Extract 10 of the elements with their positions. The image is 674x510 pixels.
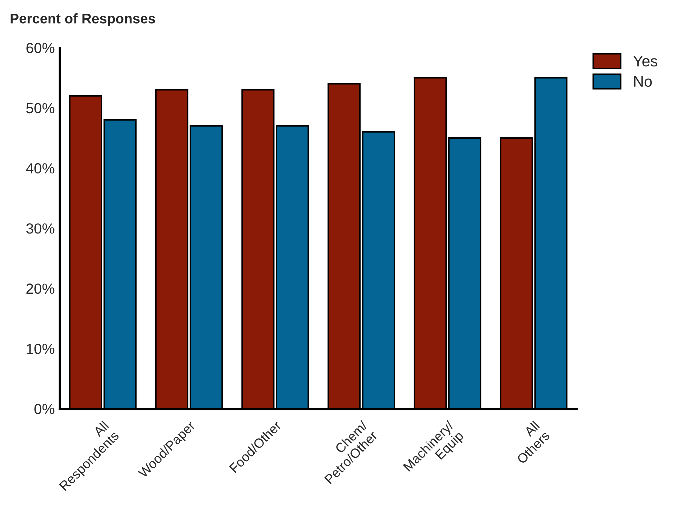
y-tick-label: 20% (26, 284, 55, 294)
y-tick-label: 0% (34, 404, 55, 414)
y-tick-label: 40% (26, 163, 55, 174)
y-tick-label: 10% (27, 344, 55, 354)
legend-label: No (634, 76, 652, 88)
y-axis-title: Percent of Responses (10, 14, 156, 26)
y-tick-label: 30% (26, 224, 55, 234)
y-tick-label: 50% (26, 103, 55, 114)
y-tick-label: 60% (26, 43, 55, 54)
legend-label: Yes (634, 56, 658, 67)
